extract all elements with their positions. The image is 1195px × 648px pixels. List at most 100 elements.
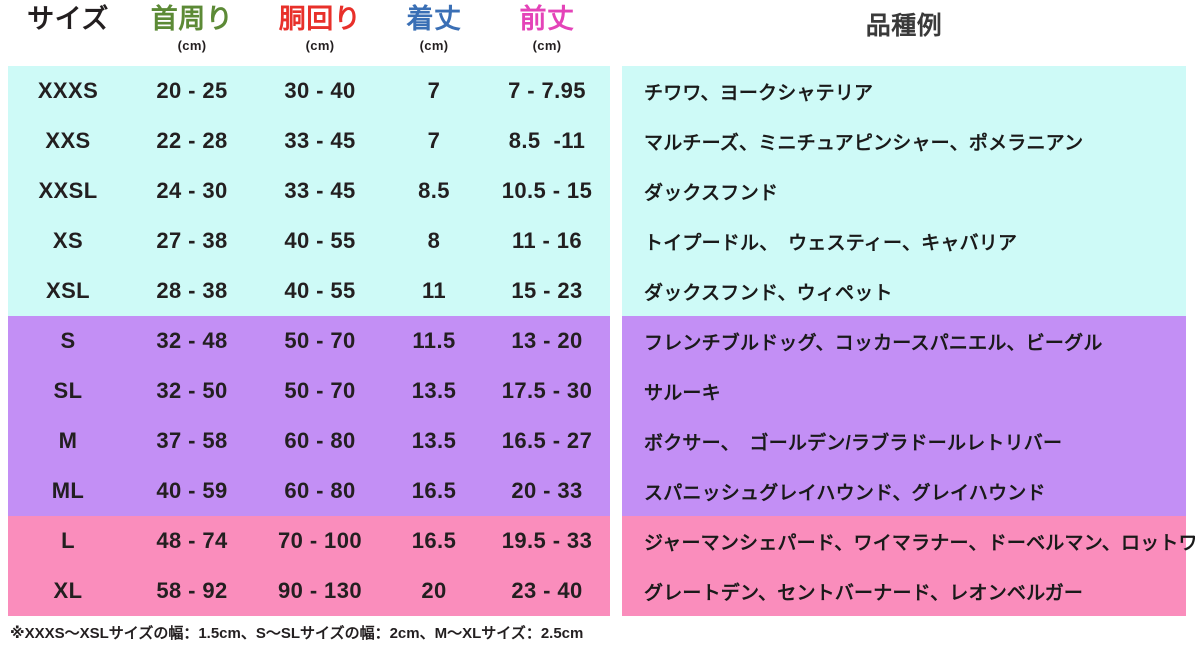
cell-back: 11.5 — [412, 328, 456, 353]
cell-back: 16.5 — [411, 528, 457, 553]
breed-row: トイプードル、 ウェスティー、キャバリア — [622, 216, 1186, 266]
cell-front: 7 - 7.95 — [508, 78, 586, 103]
cell-front: 10.5 - 15 — [501, 178, 593, 203]
table-row: XL 58 - 92 90 - 130 20 23 - 40 — [8, 566, 610, 616]
breed-band-small: チワワ、ヨークシャテリアマルチーズ、ミニチュアピンシャー、ポメラニアン ダックスフ… — [622, 66, 1186, 316]
cell-front: 17.5 - 30 — [501, 378, 593, 403]
column-header-breed-examples: 品種例 — [622, 14, 1186, 39]
column-header-back-length-unit: (cm) — [419, 38, 449, 53]
cell-neck: 24 - 30 — [156, 178, 228, 203]
cell-breeds: フレンチブルドッグ、コッカースパニエル、ビーグル — [644, 332, 1103, 354]
cell-size: XXXS — [37, 78, 99, 103]
cell-breeds: スパニッシュグレイハウンド、グレイハウンド — [644, 482, 1046, 504]
column-header-front-length-label: 前丈 — [519, 4, 575, 34]
cell-chest: 50 - 70 — [284, 328, 356, 353]
cell-size: S — [60, 328, 76, 353]
breed-row: ダックスフンド — [622, 166, 1186, 216]
cell-back: 16.5 — [411, 478, 457, 503]
cell-size: XSL — [46, 278, 90, 303]
cell-front: 8.5 -11 — [508, 128, 586, 153]
size-band-large: L 48 - 74 70 - 100 16.5 19.5 - 33 XL 58 - 92 90… — [8, 516, 610, 616]
column-header-size-label: サイズ — [27, 4, 109, 34]
cell-breeds: ダックスフンド、ウィペット — [644, 282, 893, 304]
cell-neck: 48 - 74 — [156, 528, 228, 553]
cell-breeds: チワワ、ヨークシャテリア — [644, 82, 874, 104]
table-row: L 48 - 74 70 - 100 16.5 19.5 - 33 — [8, 516, 610, 566]
cell-back: 7 — [427, 78, 441, 103]
cell-neck: 37 - 58 — [156, 428, 228, 453]
cell-front: 20 - 33 — [511, 478, 583, 503]
size-band-medium: S 32 - 48 50 - 70 11.5 13 - 20 SL 32 - 50 50 - … — [8, 316, 610, 516]
column-header-neck-unit: (cm) — [177, 38, 207, 53]
table-row: XXS 22 - 28 33 - 45 7 8.5 -11 — [8, 116, 610, 166]
cell-back: 8.5 — [418, 178, 450, 203]
cell-chest: 60 - 80 — [284, 478, 356, 503]
cell-neck: 27 - 38 — [156, 228, 228, 253]
cell-chest: 40 - 55 — [284, 228, 356, 253]
cell-chest: 33 - 45 — [284, 128, 356, 153]
column-header-front-length-unit: (cm) — [532, 38, 562, 53]
breed-band-medium: フレンチブルドッグ、コッカースパニエル、ビーグル サルーキ ボクサー、 ゴールデン/… — [622, 316, 1186, 516]
cell-size: ML — [51, 478, 85, 503]
cell-back: 7 — [427, 128, 441, 153]
column-header-back-length: 着丈 (cm) — [384, 4, 484, 53]
cell-chest: 33 - 45 — [284, 178, 356, 203]
breed-examples-table: チワワ、ヨークシャテリアマルチーズ、ミニチュアピンシャー、ポメラニアン ダックスフ… — [622, 66, 1195, 620]
cell-breeds: グレートデン、セントバーナード、レオンベルガー — [644, 582, 1084, 604]
cell-size: L — [61, 528, 75, 553]
cell-size: XXSL — [38, 178, 98, 203]
table-row: XS 27 - 38 40 - 55 8 11 - 16 — [8, 216, 610, 266]
cell-chest: 70 - 100 — [278, 528, 362, 553]
table-row: SL 32 - 50 50 - 70 13.5 17.5 - 30 — [8, 366, 610, 416]
table-row: XXXS 20 - 25 30 - 40 7 7 - 7.95 — [8, 66, 610, 116]
cell-chest: 60 - 80 — [284, 428, 356, 453]
column-header-breed-examples-label: 品種例 — [865, 12, 943, 40]
cell-neck: 22 - 28 — [156, 128, 228, 153]
cell-neck: 28 - 38 — [156, 278, 228, 303]
breed-row: グレートデン、セントバーナード、レオンベルガー — [622, 566, 1186, 616]
cell-back: 8 — [427, 228, 441, 253]
cell-neck: 32 - 48 — [156, 328, 228, 353]
cell-size: XXS — [45, 128, 91, 153]
table-row: S 32 - 48 50 - 70 11.5 13 - 20 — [8, 316, 610, 366]
column-header-chest-label: 胴回り — [278, 4, 362, 34]
breed-row: ボクサー、 ゴールデン/ラブラドールレトリバー — [622, 416, 1186, 466]
cell-chest: 50 - 70 — [284, 378, 356, 403]
cell-size: XS — [52, 228, 84, 253]
breed-band-large: ジャーマンシェパード、ワイマラナー、ドーベルマン、ロットワイラー グレートデン、セ… — [622, 516, 1195, 616]
size-increment-footnote: ※XXXS〜XSLサイズの幅：1.5cm、S〜SLサイズの幅：2cm、M〜XLサ… — [10, 625, 584, 642]
column-header-front-length: 前丈 (cm) — [484, 4, 610, 53]
breed-row: マルチーズ、ミニチュアピンシャー、ポメラニアン — [622, 116, 1186, 166]
table-row: XSL 28 - 38 40 - 55 11 15 - 23 — [8, 266, 610, 316]
breed-row: スパニッシュグレイハウンド、グレイハウンド — [622, 466, 1186, 516]
cell-breeds: ダックスフンド — [644, 182, 779, 204]
breed-row: チワワ、ヨークシャテリア — [622, 66, 1186, 116]
table-header: サイズ 首周り (cm) 胴回り (cm) 着丈 (cm) 前丈 (cm) 品種… — [0, 0, 1195, 66]
cell-chest: 30 - 40 — [284, 78, 356, 103]
measurements-table: XXXS 20 - 25 30 - 40 7 7 - 7.95 XXS 22 - 28 33 … — [8, 66, 610, 620]
cell-back: 11 — [421, 278, 447, 303]
cell-back: 13.5 — [411, 428, 457, 453]
cell-back: 13.5 — [411, 378, 457, 403]
breed-row: フレンチブルドッグ、コッカースパニエル、ビーグル — [622, 316, 1186, 366]
cell-back: 20 — [421, 578, 447, 603]
column-header-chest: 胴回り (cm) — [256, 4, 384, 53]
cell-breeds: トイプードル、 ウェスティー、キャバリア — [644, 232, 1018, 254]
cell-breeds: ボクサー、 ゴールデン/ラブラドールレトリバー — [644, 432, 1063, 454]
cell-front: 23 - 40 — [511, 578, 583, 603]
column-header-neck-label: 首周り — [150, 4, 234, 34]
column-header-back-length-label: 着丈 — [406, 4, 462, 34]
cell-size: M — [58, 428, 78, 453]
column-header-neck: 首周り (cm) — [128, 4, 256, 53]
cell-neck: 20 - 25 — [156, 78, 228, 103]
column-header-chest-unit: (cm) — [305, 38, 335, 53]
cell-size: XL — [53, 578, 83, 603]
table-row: XXSL 24 - 30 33 - 45 8.5 10.5 - 15 — [8, 166, 610, 216]
cell-neck: 40 - 59 — [156, 478, 228, 503]
cell-front: 13 - 20 — [511, 328, 583, 353]
cell-breeds: マルチーズ、ミニチュアピンシャー、ポメラニアン — [644, 132, 1084, 154]
cell-neck: 32 - 50 — [156, 378, 228, 403]
column-header-size: サイズ — [8, 6, 128, 33]
cell-chest: 40 - 55 — [284, 278, 356, 303]
